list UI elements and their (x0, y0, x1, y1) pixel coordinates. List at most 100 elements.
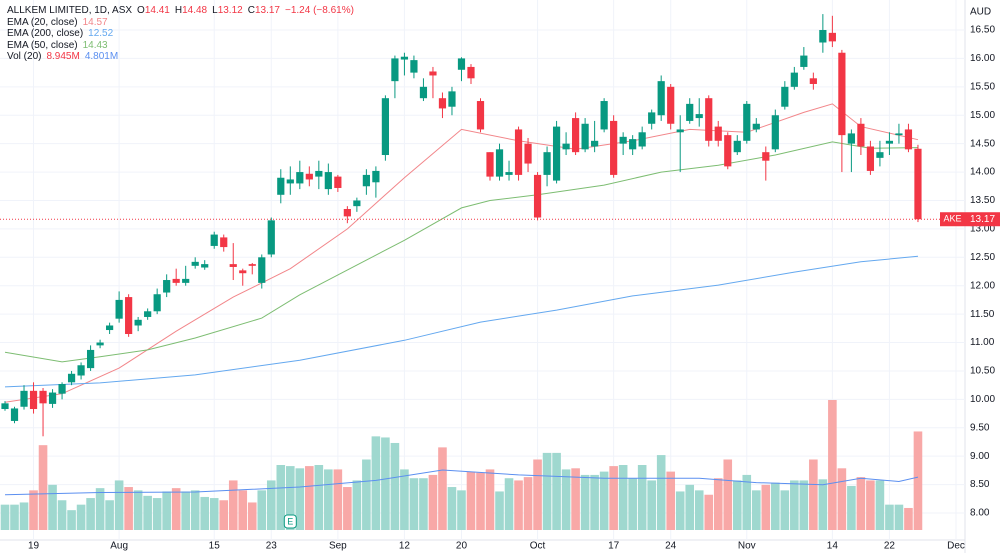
legend-title: ALLKEM LIMITED, 1D, ASX (7, 5, 133, 16)
volume-bar (38, 445, 48, 530)
x-tick-label: 17 (608, 541, 620, 552)
candle-body (182, 278, 190, 283)
candle-body (229, 264, 237, 267)
volume-bar (580, 474, 590, 530)
volume-bar (732, 480, 742, 530)
legend: ALLKEM LIMITED, 1D, ASX O14.41 H14.48 L13.1… (7, 5, 354, 63)
volume-bar (400, 469, 409, 530)
volume-bar (780, 490, 790, 530)
candle-body (876, 152, 884, 158)
y-tick-label: 12.50 (970, 252, 995, 263)
candle-body (125, 297, 133, 335)
volume-bar (48, 484, 57, 530)
volume-bar (447, 487, 457, 530)
volume-bar (200, 496, 210, 530)
volume-bar (238, 490, 248, 530)
volume-bar (818, 479, 828, 530)
y-tick-label: 13.50 (970, 195, 995, 206)
candle-body (762, 152, 770, 161)
candle-body (334, 176, 342, 188)
volume-bar (10, 504, 19, 530)
candle-body (904, 129, 913, 150)
x-tick-label: Sep (329, 541, 347, 552)
candle-body (505, 172, 513, 175)
candle-body (838, 52, 846, 136)
y-tick-label: 9.00 (970, 451, 990, 462)
candle-body (372, 170, 380, 183)
candle-body (77, 365, 85, 376)
candle-body (648, 112, 656, 124)
volume-bar (476, 472, 485, 530)
candle-body (144, 311, 152, 317)
legend-row: EMA (200, close) 12.52 (7, 28, 354, 40)
volume-bar (29, 490, 38, 530)
ema-line (4, 141, 919, 363)
volume-bar (552, 452, 561, 530)
price-tag (965, 212, 1000, 227)
candle-body (267, 220, 275, 255)
volume-bar (647, 480, 656, 530)
volume-bar (114, 480, 124, 530)
symbol-tag-label: AKE (943, 214, 961, 224)
candle-body (619, 136, 627, 144)
candle-body (448, 91, 456, 107)
candle-body (343, 208, 351, 217)
y-tick-label: 12.00 (970, 280, 995, 291)
volume-bar (295, 468, 305, 530)
legend-name: EMA (200, close) (7, 28, 84, 39)
candle-body (467, 66, 475, 79)
volume-bar (362, 459, 371, 530)
y-tick-label: 9.50 (970, 422, 990, 433)
candle-body (695, 114, 703, 119)
volume-bar (314, 465, 324, 530)
candle-body (391, 58, 399, 82)
candle-body (96, 342, 104, 346)
candle-body (410, 60, 418, 73)
y-tick-label: 16.50 (970, 25, 995, 36)
candle-body (667, 86, 675, 124)
candle-body (600, 101, 608, 130)
volume-bar (742, 474, 752, 530)
ohlc-letter: O (137, 5, 145, 16)
volume-bar (485, 469, 495, 530)
volume-bar (209, 498, 219, 530)
candle-body (115, 299, 123, 319)
ohlc-value: 14.41 (144, 5, 170, 16)
candle-body (828, 32, 836, 42)
symbol-tag (940, 212, 965, 227)
candle-body (457, 58, 466, 70)
candle-body (191, 261, 199, 266)
volume-bar (894, 504, 904, 530)
volume-bar (305, 466, 314, 530)
candle-body (39, 390, 47, 404)
volume-ma-line (4, 469, 919, 496)
volume-bar (666, 471, 675, 530)
y-tick-label: 13.00 (970, 224, 995, 235)
ema-line (4, 255, 919, 388)
candle-body (429, 71, 437, 76)
volume-bar (704, 494, 714, 530)
y-tick-label: 15.50 (970, 81, 995, 92)
candle-body (610, 120, 618, 175)
volume-bar (637, 465, 647, 530)
candle-body (201, 264, 209, 268)
y-tick-label: 10.00 (970, 394, 995, 405)
legend-value: 12.52 (88, 28, 114, 39)
volume-bar (266, 480, 276, 530)
volume-bar (875, 480, 885, 530)
volume-bar (124, 487, 133, 530)
volume-bar (694, 490, 704, 530)
volume-bar (190, 490, 200, 530)
candle-body (419, 86, 428, 99)
ohlc-letter: H (174, 5, 183, 16)
y-tick-label: 15.00 (970, 110, 995, 121)
candle-body (86, 349, 95, 369)
candle-body (305, 173, 313, 180)
volume-bar (847, 485, 856, 530)
earnings-marker (283, 514, 297, 529)
y-tick-label: 11.50 (970, 309, 995, 320)
candle-body (239, 270, 247, 274)
x-tick-label: 15 (209, 541, 221, 552)
candle-body (847, 133, 855, 144)
volume-bar (133, 490, 143, 530)
